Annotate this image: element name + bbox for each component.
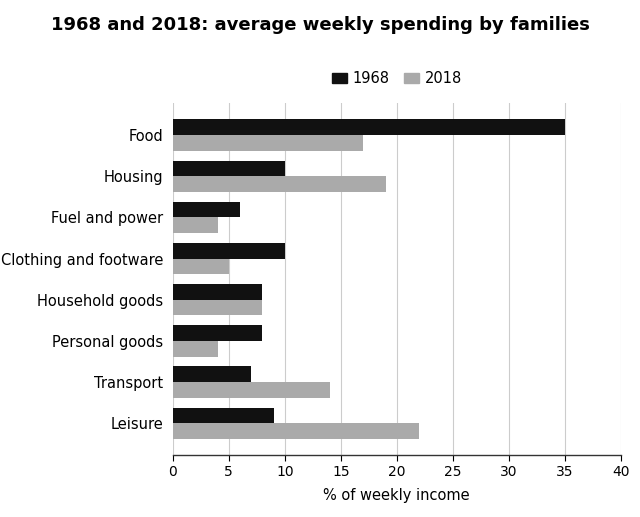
Bar: [173, 119, 564, 135]
Bar: [173, 341, 218, 357]
Bar: [173, 367, 251, 382]
Bar: [173, 161, 285, 176]
Bar: [173, 423, 419, 439]
Bar: [173, 325, 262, 341]
Bar: [173, 258, 229, 274]
Bar: [173, 202, 240, 218]
Bar: [173, 382, 330, 398]
X-axis label: % of weekly income: % of weekly income: [323, 488, 470, 503]
Bar: [173, 300, 262, 315]
Bar: [173, 176, 385, 192]
Bar: [173, 284, 262, 300]
Text: 1968 and 2018: average weekly spending by families: 1968 and 2018: average weekly spending b…: [51, 16, 589, 34]
Bar: [173, 135, 364, 150]
Bar: [173, 218, 218, 233]
Bar: [173, 243, 285, 258]
Bar: [173, 408, 274, 423]
Legend: 1968, 2018: 1968, 2018: [326, 65, 467, 92]
